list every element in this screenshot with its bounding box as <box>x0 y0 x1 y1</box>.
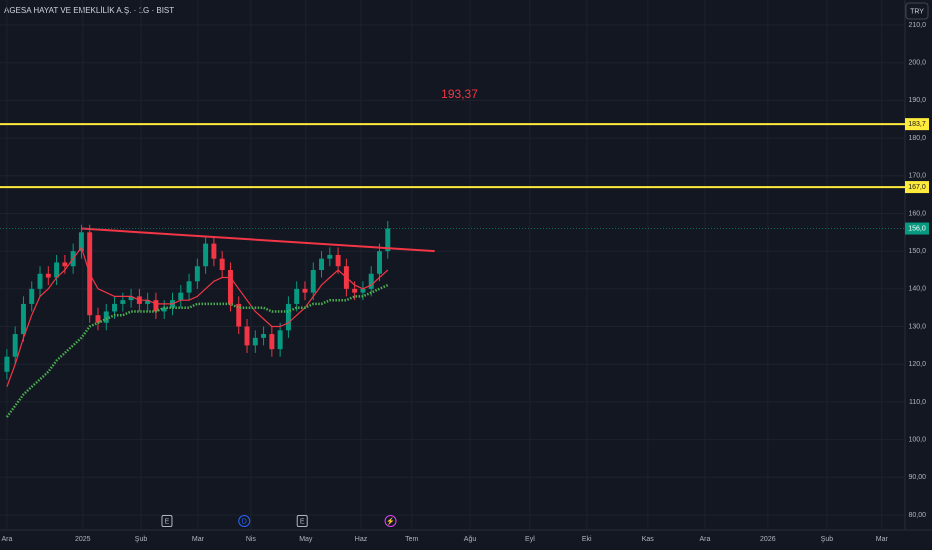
candle-body <box>186 281 192 293</box>
candle-body <box>252 337 258 346</box>
candle-body <box>335 254 341 267</box>
candle-body <box>236 303 242 327</box>
candle-body <box>310 270 316 293</box>
event-icon <box>296 515 308 527</box>
level-label-box <box>905 118 929 131</box>
y-tick-label: 180,0 <box>908 135 926 142</box>
candle-body <box>194 266 200 282</box>
candle-body <box>112 303 118 312</box>
last-price-box <box>905 222 929 235</box>
candle-body <box>368 273 374 289</box>
candle-body <box>244 326 250 346</box>
candle-body <box>285 303 291 331</box>
x-tick-label: Kas <box>642 536 655 543</box>
candle-body <box>4 356 10 372</box>
x-tick-label: Şub <box>821 536 834 543</box>
x-tick-label: Eki <box>582 536 592 543</box>
y-tick-label: 100,0 <box>908 436 926 443</box>
event-label: E <box>300 518 305 525</box>
event-label: D <box>242 518 247 525</box>
candle-body <box>103 311 109 323</box>
moving-average <box>5 283 389 418</box>
event-label: ⚡ <box>386 516 395 525</box>
event-icon[interactable] <box>238 515 251 527</box>
y-tick-label: 90,00 <box>908 474 926 481</box>
currency-button[interactable] <box>905 2 929 20</box>
level-label: 167,0 <box>908 184 926 191</box>
candle-body <box>227 270 233 304</box>
y-tick-label: 160,0 <box>908 210 926 217</box>
x-tick-label: Nis <box>246 536 257 543</box>
x-tick-label: Haz <box>355 536 368 543</box>
candle-body <box>211 243 217 259</box>
candle-body <box>352 288 358 293</box>
x-tick-label: Ara <box>1 536 12 543</box>
x-tick-label: Mar <box>876 536 889 543</box>
x-tick-label: Tem <box>405 536 418 543</box>
candle-body <box>62 262 68 267</box>
candle-body <box>302 288 308 293</box>
candle-body <box>294 288 300 304</box>
level-label-box <box>905 181 929 194</box>
x-tick-label: Ara <box>699 536 710 543</box>
candle-body <box>269 334 275 350</box>
candle-body <box>319 258 325 270</box>
level-label: 183,7 <box>908 121 926 128</box>
x-tick-label: Mar <box>192 536 205 543</box>
x-tick-label: 2025 <box>75 536 91 543</box>
y-tick-label: 80,00 <box>908 512 926 519</box>
candle-body <box>277 330 283 350</box>
candle-body <box>78 232 84 252</box>
candle-body <box>128 296 134 301</box>
x-tick-label: May <box>299 536 313 543</box>
y-tick-label: 110,0 <box>909 399 926 406</box>
x-tick-label: Şub <box>135 536 148 543</box>
candle-body <box>45 273 51 278</box>
y-tick-label: 190,0 <box>908 97 926 104</box>
candle-body <box>20 303 26 335</box>
candle-body <box>29 288 35 304</box>
candle-body <box>261 334 267 338</box>
event-icon <box>161 515 173 527</box>
candle-body <box>12 334 18 357</box>
currency-label[interactable]: TRY <box>910 8 924 15</box>
y-tick-label: 140,0 <box>908 286 926 293</box>
annotation: 193,37 <box>441 87 478 101</box>
candle-body <box>219 258 225 270</box>
candle-body <box>37 273 43 289</box>
event-icon[interactable] <box>384 515 397 527</box>
y-tick-label: 150,0 <box>908 248 926 255</box>
candle-body <box>153 300 159 312</box>
y-tick-label: 170,0 <box>908 173 926 180</box>
x-tick-label: 2026 <box>760 536 776 543</box>
candle-body <box>95 315 101 323</box>
candle-body <box>203 243 209 267</box>
candle-body <box>327 254 333 259</box>
candle-body <box>54 262 60 278</box>
x-tick-label: Eyl <box>525 536 535 543</box>
candle-body <box>120 300 126 304</box>
y-tick-label: 120,0 <box>908 361 926 368</box>
y-tick-label: 130,0 <box>908 323 926 330</box>
y-tick-label: 200,0 <box>908 60 926 67</box>
candle-body <box>145 300 151 304</box>
candle-body <box>385 228 391 252</box>
event-label: E <box>165 518 170 525</box>
chart-title: AGESA HAYAT VE EMEKLİLİK A.Ş. · 1G · BIS… <box>4 6 174 15</box>
candle-body <box>161 307 167 312</box>
trendline <box>81 227 435 253</box>
candle-body <box>178 292 184 301</box>
x-tick-label: Ağu <box>464 536 477 543</box>
moving-average <box>6 246 389 388</box>
last-price-label: 156,0 <box>908 225 926 232</box>
candle-body <box>377 251 382 274</box>
candle-body <box>360 288 366 293</box>
y-tick-label: 210,0 <box>908 22 926 29</box>
